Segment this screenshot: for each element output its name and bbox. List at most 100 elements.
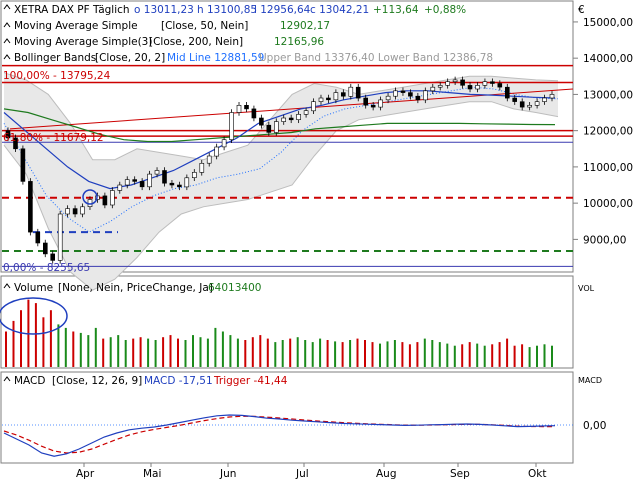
candle-body xyxy=(445,81,451,86)
candle-body xyxy=(527,105,532,108)
volume-bar xyxy=(521,344,524,367)
sma50-line xyxy=(3,90,556,190)
candle-body xyxy=(13,137,18,150)
volume-bar xyxy=(349,340,352,367)
x-tick-label: Aug xyxy=(376,468,397,480)
header-change: +113,64 xyxy=(373,4,419,16)
upper-band-line xyxy=(3,72,559,161)
volume-bar xyxy=(87,335,90,367)
y-tick-label: 12000,00 xyxy=(583,126,633,138)
volume-bar xyxy=(416,342,419,367)
candle-body xyxy=(177,184,182,188)
volume-bar xyxy=(528,347,531,367)
volume-bar xyxy=(379,343,381,367)
candle-body xyxy=(147,173,152,188)
volume-bar xyxy=(334,341,337,367)
candle-body xyxy=(20,148,26,182)
candle-body xyxy=(281,117,287,122)
volume-bar xyxy=(184,340,187,367)
candle-body xyxy=(452,79,458,83)
volume-bar xyxy=(423,338,426,367)
header-open: o 13011,23 xyxy=(134,4,194,16)
volume-bar xyxy=(341,342,344,367)
collapse-icon[interactable] xyxy=(3,376,11,382)
x-tick-label: Jun xyxy=(219,468,236,480)
volume-bar xyxy=(49,310,52,367)
collapse-icon[interactable] xyxy=(3,38,11,44)
fib-100-label: 100,00% - 13795,24 xyxy=(3,70,111,82)
volume-bar xyxy=(364,340,366,367)
macd-value: MACD -17,51 xyxy=(144,375,213,387)
volume-bar xyxy=(199,337,202,367)
candle-body xyxy=(326,97,331,101)
candle-body xyxy=(266,124,272,133)
sma200-label: Moving Average Simple(3) xyxy=(14,36,152,48)
sma50-params: [Close, 50, Nein] xyxy=(161,20,248,32)
volume-bar xyxy=(214,327,217,367)
collapse-icon[interactable] xyxy=(3,4,11,10)
candle-body xyxy=(102,195,108,206)
bollinger-label: Bollinger Bands xyxy=(14,52,96,64)
volume-bar xyxy=(229,335,232,367)
volume-bar xyxy=(446,343,449,367)
volume-bar xyxy=(393,340,396,367)
candle-body xyxy=(251,108,257,119)
volume-bar xyxy=(266,338,269,367)
candle-body xyxy=(236,105,242,113)
candle-body xyxy=(415,95,421,101)
volume-bar xyxy=(221,331,224,367)
bollinger-params: [Close, 20, 2] xyxy=(95,52,165,64)
volume-bar xyxy=(34,303,37,367)
x-tick-label: Jul xyxy=(295,468,309,480)
volume-bar xyxy=(42,317,45,367)
candle-body xyxy=(244,105,249,110)
volume-bar xyxy=(251,337,254,367)
fib-618-label: 61,80% - 11679,12 xyxy=(3,132,104,144)
macd-lines xyxy=(2,414,573,457)
y-tick-label: 9000,00 xyxy=(583,234,626,246)
volume-bar xyxy=(401,342,404,367)
bollinger-bands-values: Upper Band 13376,40 Lower Band 12386,78 xyxy=(259,52,493,64)
sma200-value: 12165,96 xyxy=(274,36,324,48)
volume-bar xyxy=(468,342,471,367)
volume-bar xyxy=(169,335,172,367)
collapse-icon[interactable] xyxy=(3,54,11,60)
macd-axis-label: MACD xyxy=(578,376,602,385)
y-tick-label: 14000,00 xyxy=(583,53,633,65)
volume-bar xyxy=(236,338,239,367)
trigger-value: Trigger -41,44 xyxy=(213,375,288,387)
volume-bar xyxy=(72,331,75,367)
candle-body xyxy=(42,242,48,255)
volume-bar xyxy=(319,338,322,367)
candle-body xyxy=(110,190,115,206)
volume-bar xyxy=(356,338,359,367)
header-title: XETRA DAX PF xyxy=(14,4,90,16)
sma200-params: [Close, 200, Nein] xyxy=(149,36,243,48)
volume-bar xyxy=(483,345,486,367)
bollinger-mid-line xyxy=(3,86,559,233)
collapse-icon[interactable] xyxy=(3,283,11,289)
macd-params: [Close, 12, 26, 9] xyxy=(52,375,142,387)
volume-bar xyxy=(102,338,105,367)
candle-body xyxy=(482,81,488,86)
candle-body xyxy=(139,181,145,188)
header-low: l 12956,64 xyxy=(254,4,311,16)
volume-bar xyxy=(461,344,464,367)
volume-bar xyxy=(326,340,329,367)
x-tick-label: Apr xyxy=(76,468,95,480)
candle-body xyxy=(132,179,137,182)
candle-body xyxy=(35,231,41,244)
candle-body xyxy=(50,253,56,261)
candle-body xyxy=(534,101,540,106)
collapse-icon[interactable] xyxy=(3,22,11,28)
volume-bar xyxy=(57,324,60,367)
y-tick-label: 10000,00 xyxy=(583,198,633,210)
currency-label: € xyxy=(578,4,585,16)
candle-body xyxy=(199,163,205,173)
candle-body xyxy=(117,184,123,191)
volume-bar xyxy=(147,338,150,367)
volume-bar xyxy=(543,344,546,367)
candle-body xyxy=(340,92,346,97)
volume-bar xyxy=(94,327,97,367)
header-close: c 13042,21 xyxy=(310,4,369,16)
